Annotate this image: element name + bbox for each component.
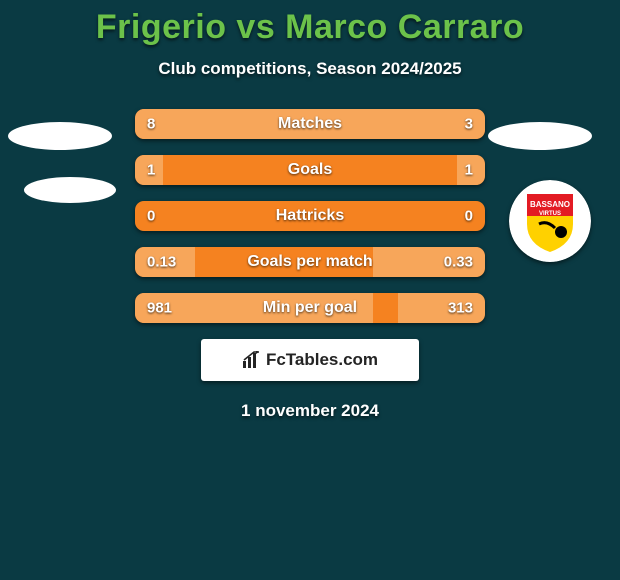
stat-value-left: 0.13 <box>147 254 176 271</box>
comparison-subtitle: Club competitions, Season 2024/2025 <box>0 59 620 79</box>
fctables-logo-text: FcTables.com <box>266 350 378 370</box>
stat-label: Goals <box>135 161 485 179</box>
stat-value-right: 3 <box>465 116 473 133</box>
stat-value-left: 981 <box>147 300 172 317</box>
stat-value-right: 313 <box>448 300 473 317</box>
stat-value-left: 8 <box>147 116 155 133</box>
stat-value-left: 1 <box>147 162 155 179</box>
bar-chart-icon <box>242 351 262 369</box>
stat-bar: 0 0Hattricks <box>135 201 485 231</box>
player-badge-placeholder <box>24 177 116 203</box>
player-badge-placeholder <box>8 122 112 150</box>
fctables-logo: FcTables.com <box>242 350 378 370</box>
stat-value-right: 0.33 <box>444 254 473 271</box>
comparison-title: Frigerio vs Marco Carraro <box>0 0 620 47</box>
svg-text:VIRTUS: VIRTUS <box>539 211 561 217</box>
stat-bar: 0.130.33Goals per match <box>135 247 485 277</box>
svg-text:BASSANO: BASSANO <box>530 200 570 209</box>
stat-bar: 981313Min per goal <box>135 293 485 323</box>
fctables-logo-box: FcTables.com <box>201 339 419 381</box>
stat-bar: 1 1Goals <box>135 155 485 185</box>
stat-label: Hattricks <box>135 207 485 225</box>
snapshot-date: 1 november 2024 <box>0 401 620 421</box>
player-badge-placeholder <box>488 122 592 150</box>
stat-value-right: 1 <box>465 162 473 179</box>
stat-bar-left-fill <box>135 109 373 139</box>
stat-value-left: 0 <box>147 208 155 225</box>
stat-value-right: 0 <box>465 208 473 225</box>
club-crest-bassano: BASSANO VIRTUS <box>509 180 591 262</box>
stat-bar: 83Matches <box>135 109 485 139</box>
